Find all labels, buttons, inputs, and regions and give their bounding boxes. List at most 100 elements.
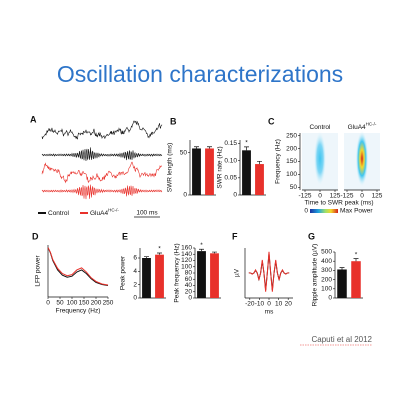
x-tick-label: 250 — [103, 300, 114, 307]
y-tick-label: 200 — [286, 145, 297, 152]
y-tick-label: 40 — [185, 282, 193, 289]
y-axis-label: Peak frequency (Hz) — [174, 243, 181, 302]
panel-letter: D — [32, 231, 39, 241]
heatmap-blob — [355, 130, 369, 188]
bar — [337, 269, 347, 298]
y-axis-label: SWR rate (Hz) — [217, 146, 224, 188]
x-tick-label: 125 — [330, 193, 341, 200]
panel-letter: F — [232, 231, 238, 241]
citation: Caputi et al 2012 — [312, 335, 373, 344]
scale-bar-label: 100 ms — [136, 210, 158, 217]
y-tick-label: 6 — [133, 255, 137, 262]
colorbar — [310, 209, 338, 213]
error-bar — [194, 146, 199, 149]
legend-label-main: Control — [48, 210, 70, 217]
y-axis-label: Ripple amplitude (µV) — [312, 244, 319, 307]
map-title-sup: HC-/- — [366, 122, 377, 127]
bar — [142, 258, 151, 298]
y-axis-label: LFP power — [35, 255, 42, 287]
legend-label-sup: HC-/- — [108, 208, 119, 213]
bar — [242, 150, 251, 195]
y-tick-label: 100 — [181, 263, 192, 270]
y-tick-label: 0 — [133, 295, 137, 302]
x-tick-label: 0 — [46, 300, 50, 307]
series-line — [47, 247, 109, 286]
trace — [41, 184, 163, 200]
x-axis-label: ms — [265, 309, 274, 316]
x-tick-label: 0 — [360, 193, 364, 200]
y-tick-label: 4 — [133, 268, 137, 275]
x-axis-label: Time to SWR peak (ms) — [304, 200, 373, 207]
x-tick-label: 0 — [267, 301, 271, 308]
significance: * — [200, 242, 203, 249]
x-tick-label: -20 — [245, 301, 255, 308]
bar — [210, 253, 219, 298]
bar — [192, 148, 201, 195]
error-bar — [244, 146, 249, 151]
legend-label-main: GluA4 — [90, 210, 108, 217]
error-bar — [353, 258, 359, 262]
y-axis-label: Frequency (Hz) — [275, 139, 282, 184]
x-tick-label: 20 — [285, 301, 293, 308]
map-title: GluA4HC-/- — [348, 122, 377, 131]
error-bar — [144, 256, 149, 258]
heatmap-blob — [313, 130, 327, 188]
legend-label: GluA4HC-/- — [90, 208, 119, 217]
bar — [205, 148, 214, 195]
y-tick-label: 50 — [180, 149, 188, 156]
y-tick-label: 250 — [286, 132, 297, 139]
y-tick-label: 120 — [181, 257, 192, 264]
panel-letter: E — [122, 231, 128, 241]
panel-letter: B — [170, 116, 177, 126]
trace — [41, 161, 163, 184]
error-bar — [207, 146, 212, 149]
y-tick-label: 20 — [185, 288, 193, 295]
x-axis-label: Frequency (Hz) — [56, 308, 101, 315]
map-title-main: GluA4 — [348, 124, 366, 131]
y-tick-label: 100 — [321, 286, 332, 293]
y-tick-label: 100 — [286, 171, 297, 178]
bar — [155, 254, 164, 298]
trace — [41, 120, 163, 140]
legend-label: Control — [48, 210, 70, 217]
y-tick-label: 0 — [328, 295, 332, 302]
y-tick-label: 0.05 — [224, 175, 237, 182]
x-tick-label: 150 — [79, 300, 90, 307]
map-title-main: Control — [310, 124, 332, 131]
y-axis-label: Peak power — [120, 255, 127, 290]
y-tick-label: 0.15 — [224, 140, 237, 147]
x-tick-label: -125 — [298, 193, 311, 200]
error-bar — [339, 267, 345, 270]
y-tick-label: 0 — [188, 295, 192, 302]
error-bar — [157, 252, 162, 255]
y-axis-label: SWR length (ms) — [167, 143, 174, 192]
bar — [351, 261, 361, 298]
x-tick-label: -10 — [255, 301, 265, 308]
panel-letter: A — [30, 114, 37, 124]
colorbar-label: Max Power — [340, 208, 373, 215]
error-bar — [199, 248, 204, 252]
bar — [197, 251, 206, 298]
series-line — [47, 247, 109, 287]
y-tick-label: 50 — [290, 184, 298, 191]
slide-title: Oscillation characterizations — [57, 61, 343, 87]
x-tick-label: 10 — [275, 301, 283, 308]
significance: * — [158, 246, 161, 253]
trace — [41, 147, 163, 162]
x-tick-label: -125 — [340, 193, 353, 200]
series-line — [248, 251, 290, 292]
y-tick-label: 400 — [321, 258, 332, 265]
y-axis-label: µV — [234, 268, 241, 277]
panel-letter: C — [268, 116, 275, 126]
y-tick-label: 80 — [185, 270, 193, 277]
y-tick-label: 0.10 — [224, 157, 237, 164]
panel-letter: G — [308, 231, 315, 241]
y-tick-label: 160 — [181, 245, 192, 252]
y-tick-label: 500 — [321, 249, 332, 256]
significance: * — [245, 140, 248, 147]
y-tick-label: 140 — [181, 251, 192, 258]
x-tick-label: 125 — [372, 193, 383, 200]
y-tick-label: 0 — [183, 192, 187, 199]
